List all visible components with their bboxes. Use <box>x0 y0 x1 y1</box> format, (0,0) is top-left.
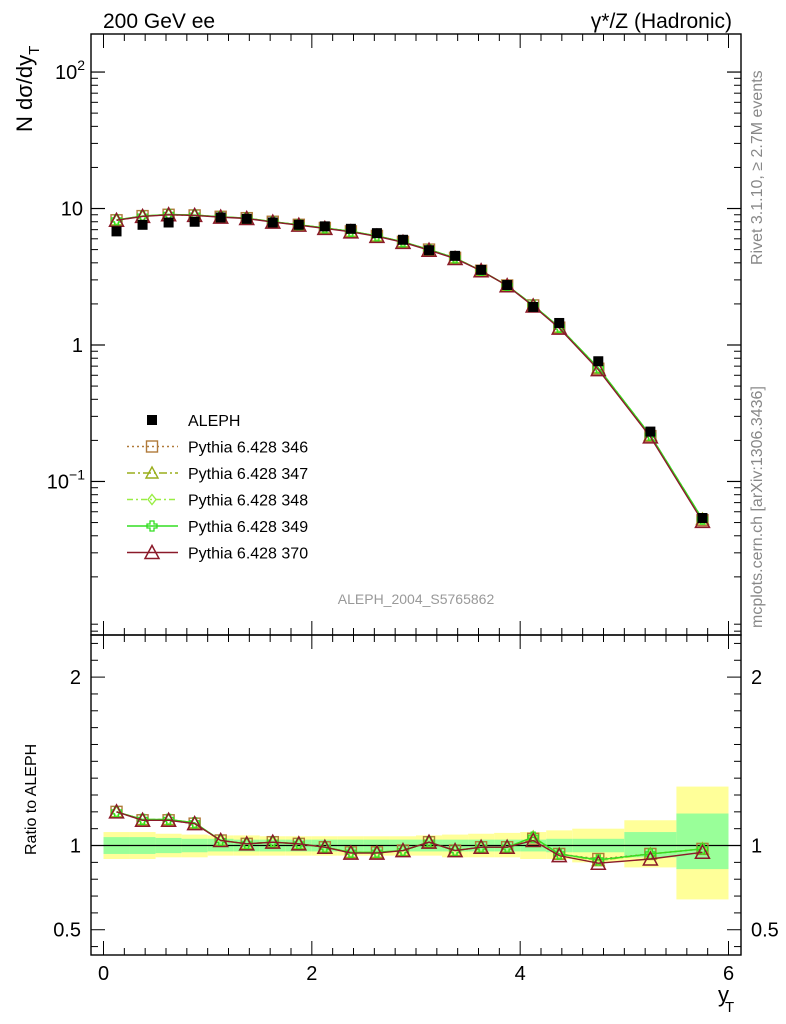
data-point <box>137 219 148 230</box>
ratio-y-axis-label: Ratio to ALEPH <box>23 744 40 855</box>
ratio-series-point <box>212 831 229 848</box>
data-point <box>502 280 513 291</box>
ratio-series-point <box>238 835 255 851</box>
series-aleph <box>111 212 708 523</box>
ratio-y-tick-label-right: 2 <box>751 667 762 689</box>
y-tick-label: 1 <box>72 335 83 357</box>
data-point <box>111 226 122 237</box>
ratio-series-point <box>420 833 438 849</box>
ratio-series-point <box>342 844 360 860</box>
legend-marker <box>145 440 159 453</box>
legend-marker <box>143 543 161 560</box>
data-point <box>424 245 435 256</box>
ratio-series-point <box>642 850 659 866</box>
ratio-y-tick-label-right: 1 <box>751 836 762 858</box>
ratio-series-point <box>160 811 177 828</box>
data-point <box>345 223 356 234</box>
ratio-panel-frame <box>90 634 742 956</box>
ratio-series-line <box>116 811 703 864</box>
y-tick-label: 10−1 <box>47 466 85 493</box>
ratio-series-point <box>590 854 607 870</box>
x-tick-label: 4 <box>515 963 526 985</box>
ratio-series-point <box>290 835 308 851</box>
data-point <box>593 356 604 367</box>
data-point <box>215 212 226 223</box>
legend-label: Pythia 6.428 348 <box>188 493 308 510</box>
mcplots-label: mcplots.cern.ch [arXiv:1306.3436] <box>749 386 766 628</box>
ratio-series-point <box>694 843 711 860</box>
y-tick-label: 10 <box>61 199 83 221</box>
plot-title-left: 200 GeV ee <box>103 10 215 33</box>
x-axis-label-sub: T <box>725 999 734 1016</box>
ratio-series-point <box>550 847 568 863</box>
ratio-y-tick-label-right: 0.5 <box>751 920 779 942</box>
data-point <box>645 426 656 437</box>
legend-label-aleph: ALEPH <box>188 413 240 430</box>
data-point <box>554 317 565 328</box>
ratio-y-tick-label: 2 <box>70 667 81 689</box>
rivet-version-label: Rivet 3.1.10, ≥ 2.7M events <box>749 70 766 265</box>
ratio-series-point <box>368 844 386 860</box>
legend-marker <box>144 465 160 479</box>
ratio-series-point <box>134 811 151 828</box>
data-point <box>450 250 461 261</box>
main-panel: 10−1 1 10 102 <box>47 33 742 636</box>
ratio-series-point <box>524 831 542 848</box>
ratio-series-point <box>394 841 412 858</box>
x-tick-label: 0 <box>98 963 109 985</box>
legend-label: Pythia 6.428 370 <box>188 546 308 563</box>
series-point <box>108 211 125 228</box>
x-tick-label: 2 <box>306 963 317 985</box>
data-point <box>241 213 252 224</box>
legend-marker <box>147 493 157 506</box>
y-tick-label: 102 <box>55 57 85 84</box>
legend-label: Pythia 6.428 346 <box>188 440 308 457</box>
uncertainty-band-stat <box>676 813 729 870</box>
data-point <box>397 234 408 245</box>
data-point <box>267 217 278 228</box>
ratio-series-point <box>186 815 203 831</box>
plot-title-right: γ*/Z (Hadronic) <box>591 10 732 33</box>
ratio-series-point <box>446 841 464 858</box>
data-point <box>476 264 487 275</box>
legend-label: Pythia 6.428 347 <box>188 466 308 483</box>
ratio-series-pythia-6-428-370 <box>108 803 711 870</box>
svg-text:N dσ/dyT: N dσ/dyT <box>12 46 43 132</box>
ratio-series-point <box>498 838 516 854</box>
data-point <box>528 301 539 312</box>
top-y-axis-label: N dσ/dyT <box>12 46 43 132</box>
ratio-series-point <box>264 833 282 849</box>
svg-text:yT: yT <box>718 982 734 1016</box>
ratio-series-point <box>696 843 709 855</box>
ratio-series-point <box>316 838 334 854</box>
x-tick-label: 6 <box>723 963 734 985</box>
legend-label: Pythia 6.428 349 <box>188 519 308 536</box>
ratio-series-point <box>108 803 125 819</box>
series-point <box>590 361 607 377</box>
ratio-panel: 0.5 0.5 1 1 2 2 0 2 4 6 <box>53 634 779 985</box>
data-point <box>319 221 330 232</box>
data-point <box>293 219 304 230</box>
ratio-y-tick-label: 0.5 <box>53 920 81 942</box>
legend-marker <box>146 520 158 532</box>
data-point <box>697 512 708 523</box>
legend-marker-aleph <box>147 415 157 425</box>
x-axis-label-main: y <box>718 982 729 1007</box>
ratio-y-tick-label: 1 <box>70 836 81 858</box>
data-point <box>189 216 200 227</box>
ratio-series-point <box>472 838 490 854</box>
top-y-axis-label-main: N dσ/dy <box>12 55 37 132</box>
data-point <box>371 228 382 239</box>
top-y-axis-label-sub: T <box>26 46 43 55</box>
data-point <box>163 217 174 228</box>
ratio-series-point <box>592 854 604 866</box>
analysis-watermark: ALEPH_2004_S5765862 <box>338 591 495 607</box>
legend: ALEPH Pythia 6.428 346 Pythia 6.428 347 Pyt… <box>127 413 308 563</box>
